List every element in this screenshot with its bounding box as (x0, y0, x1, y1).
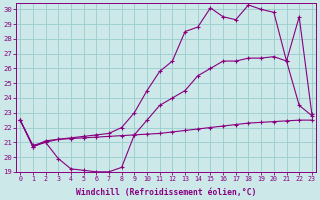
X-axis label: Windchill (Refroidissement éolien,°C): Windchill (Refroidissement éolien,°C) (76, 188, 256, 197)
